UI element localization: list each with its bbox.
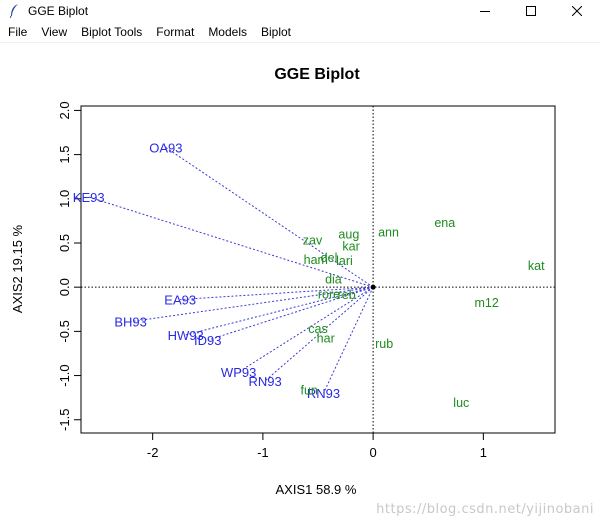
genotype-label: aug <box>338 227 359 241</box>
x-tick-label: -1 <box>257 445 269 460</box>
y-axis-label: AXIS2 19.15 % <box>10 224 25 313</box>
y-tick-label: 1.5 <box>57 146 72 164</box>
menu-biplot-tools[interactable]: Biplot Tools <box>81 25 143 39</box>
environment-label: HW93 <box>168 328 204 343</box>
genotype-label: cas <box>308 322 327 336</box>
environment-label: OA93 <box>149 141 182 156</box>
feather-app-icon <box>8 4 22 18</box>
y-tick-label: -1.5 <box>57 409 72 431</box>
environment-label: ID93 <box>194 333 221 348</box>
genotype-label: lari <box>336 254 353 268</box>
close-icon <box>572 6 582 16</box>
menu-format[interactable]: Format <box>156 25 195 39</box>
menu-file[interactable]: File <box>8 25 28 39</box>
genotype-label: reb <box>338 288 356 302</box>
environment-vector <box>323 286 374 394</box>
y-tick-label: 0.0 <box>57 278 72 296</box>
environment-vector <box>207 286 374 341</box>
genotype-label: del <box>321 251 338 265</box>
maximize-icon <box>526 6 536 16</box>
x-tick-label: 0 <box>369 445 376 460</box>
window-title: GGE Biplot <box>28 4 89 18</box>
genotype-label: ann <box>378 225 399 239</box>
x-tick-label: 1 <box>480 445 487 460</box>
environment-vector <box>180 286 374 301</box>
maximize-button[interactable] <box>508 0 554 22</box>
y-tick-label: 2.0 <box>57 101 72 119</box>
environment-label: KE93 <box>73 190 105 205</box>
menu-view[interactable]: View <box>41 25 68 39</box>
genotype-label: rore <box>318 287 340 301</box>
genotype-label: ena <box>434 216 455 230</box>
x-tick-label: -2 <box>147 445 159 460</box>
genotype-label: kar <box>342 240 359 254</box>
genotype-label: ham <box>304 253 328 267</box>
genotype-label: zav <box>303 233 323 247</box>
y-tick-label: 0.5 <box>57 234 72 252</box>
watermark-text: https://blog.csdn.net/yijinobani <box>376 502 594 517</box>
genotype-label: har <box>317 332 335 346</box>
minimize-button[interactable] <box>462 0 508 22</box>
genotype-label: dia <box>325 272 342 286</box>
environment-vector <box>130 286 374 323</box>
origin-point <box>370 284 376 290</box>
environment-vector <box>88 196 374 288</box>
environment-label: EA93 <box>164 293 196 308</box>
plot-frame <box>80 105 556 434</box>
environment-label: RN93 <box>248 374 281 389</box>
environment-label: WP93 <box>221 365 256 380</box>
plot-area: GGE Biplot -2 -1 0 1 -1.5 -1.0 -0.5 0.0 0.5 1.0 1.… <box>0 43 600 521</box>
close-button[interactable] <box>554 0 600 22</box>
minimize-icon <box>480 11 490 12</box>
title-bar[interactable]: GGE Biplot <box>0 0 600 22</box>
menu-models[interactable]: Models <box>208 25 247 39</box>
menu-bar: File View Biplot Tools Format Models Bip… <box>0 22 600 43</box>
environment-vector <box>238 286 374 373</box>
y-tick-label: -0.5 <box>57 320 72 342</box>
gge-biplot-chart: GGE Biplot -2 -1 0 1 -1.5 -1.0 -0.5 0.0 0.5 1.0 1.… <box>10 66 556 497</box>
environment-label: BH93 <box>114 315 147 330</box>
genotype-label: m12 <box>474 296 498 310</box>
genotype-label: kat <box>528 259 545 273</box>
genotype-label: luc <box>453 396 469 410</box>
environment-vector <box>165 147 374 288</box>
y-tick-label: 1.0 <box>57 190 72 208</box>
environment-vector <box>185 286 374 336</box>
menu-biplot[interactable]: Biplot <box>261 25 292 39</box>
environment-label: RN93 <box>307 386 340 401</box>
genotype-label: fun <box>300 384 317 398</box>
genotype-label: rub <box>375 337 393 351</box>
x-axis-label: AXIS1 58.9 % <box>276 482 357 497</box>
y-tick-label: -1.0 <box>57 364 72 386</box>
chart-title: GGE Biplot <box>274 66 360 83</box>
